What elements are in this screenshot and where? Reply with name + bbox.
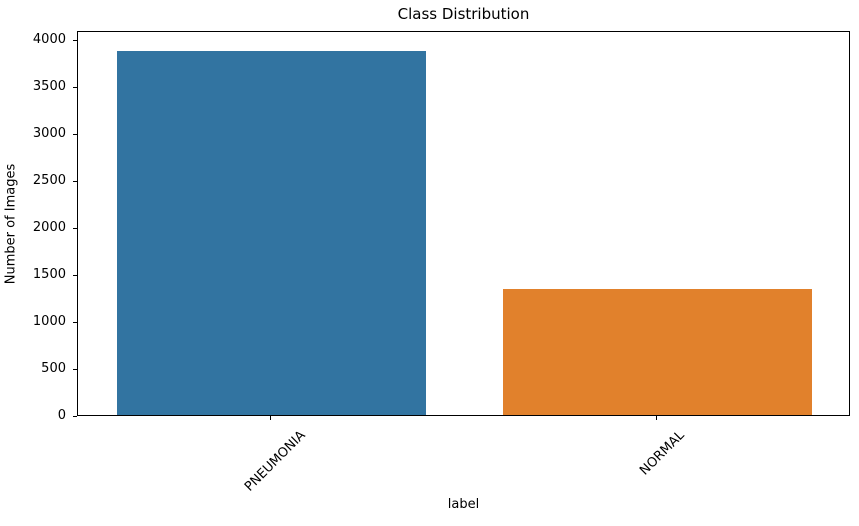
x-tick-label: NORMAL bbox=[636, 428, 688, 479]
y-tick-mark bbox=[73, 321, 77, 323]
y-tick-label: 3500 bbox=[32, 79, 66, 95]
y-tick-label: 1000 bbox=[32, 314, 66, 330]
x-tick-label: PNEUMONIA bbox=[242, 428, 309, 495]
y-tick-label: 4000 bbox=[32, 32, 66, 48]
x-axis-label: label bbox=[447, 497, 480, 512]
y-tick-mark bbox=[73, 39, 77, 41]
y-tick-label: 1500 bbox=[32, 267, 66, 283]
y-tick-mark bbox=[73, 86, 77, 88]
y-tick-label: 0 bbox=[57, 408, 66, 423]
y-tick-mark bbox=[73, 180, 77, 182]
y-tick-label: 3000 bbox=[32, 126, 66, 142]
y-tick-mark bbox=[73, 274, 77, 276]
x-tick-mark bbox=[269, 416, 271, 420]
y-tick-mark bbox=[73, 368, 77, 370]
plot-area bbox=[77, 31, 850, 416]
bar-pneumonia bbox=[116, 51, 426, 415]
y-tick-mark bbox=[73, 415, 77, 417]
y-tick-mark bbox=[73, 227, 77, 229]
bar-normal bbox=[503, 289, 813, 415]
y-tick-label: 2500 bbox=[32, 173, 66, 189]
y-tick-mark bbox=[73, 133, 77, 135]
y-tick-label: 500 bbox=[41, 361, 66, 377]
x-tick-mark bbox=[656, 416, 658, 420]
y-tick-label: 2000 bbox=[32, 220, 66, 236]
chart-title: Class Distribution bbox=[397, 5, 530, 23]
